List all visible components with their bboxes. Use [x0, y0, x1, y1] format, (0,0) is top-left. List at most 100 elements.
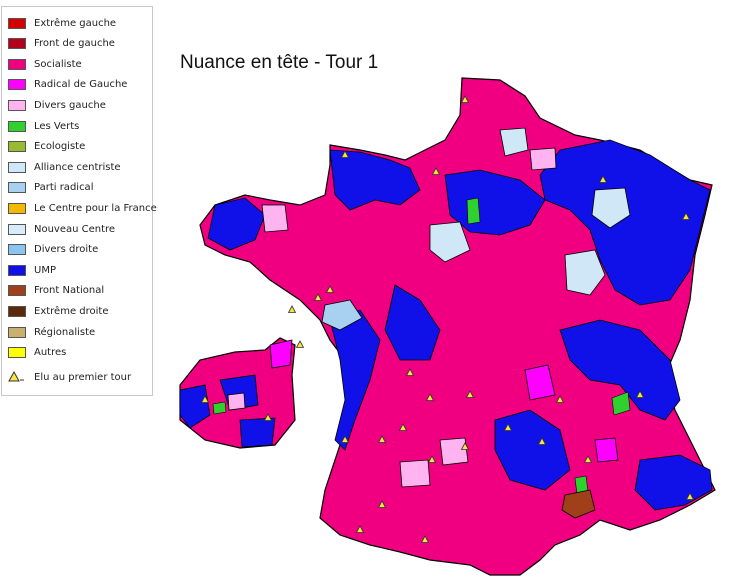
elected-marker-icon [313, 293, 323, 301]
legend-item: Nouveau Centre [8, 221, 115, 237]
region-divers-droite-eure [429, 221, 471, 263]
metropolitan-france [199, 77, 716, 576]
elected-first-round-markers [200, 95, 695, 543]
legend-swatch [8, 182, 26, 194]
region-ump-rhone-alps [559, 319, 681, 421]
region-divers-droite-vendee [321, 299, 363, 331]
legend-item: Ecologiste [8, 139, 85, 155]
elected-marker-icon [325, 285, 335, 293]
legend-item: Alliance centriste [8, 159, 121, 175]
region-divers-gauche-3 [439, 437, 469, 466]
legend-label: Front National [34, 285, 105, 297]
ile-de-france-inset [179, 337, 296, 449]
elected-marker-icon [431, 167, 441, 175]
legend-item: Socialiste [8, 56, 82, 72]
legend-label: Alliance centriste [34, 161, 121, 173]
region-radical-gauche-2 [594, 437, 619, 463]
legend-item: UMP [8, 262, 56, 278]
elected-marker-icon [377, 500, 387, 508]
elected-marker-label: Elu au premier tour [34, 371, 132, 383]
elected-marker-icon [427, 455, 437, 463]
elected-marker-icon [340, 150, 350, 158]
legend-swatch [8, 285, 26, 297]
legend-label: Extrême gauche [34, 17, 117, 29]
elected-marker-icon [200, 395, 210, 403]
elected-marker-icon [583, 455, 593, 463]
legend-swatch [8, 161, 26, 173]
elected-marker-icon [405, 368, 415, 376]
region-radical-gauche-1 [524, 364, 556, 401]
legend-swatch [8, 38, 26, 50]
legend-label: Régionaliste [34, 326, 96, 338]
inset-ump-south [239, 417, 276, 448]
legend-label: Extrême droite [34, 305, 109, 317]
legend-item: Autres [8, 345, 66, 361]
legend-item: Front de gauche [8, 36, 115, 52]
legend-swatch [8, 223, 26, 235]
elected-marker-icon [465, 390, 475, 398]
region-ump-normandy [329, 149, 421, 211]
legend-swatch [8, 99, 26, 111]
region-ump-center [384, 284, 441, 361]
elected-marker-icon [295, 340, 305, 348]
legend-label: Socialiste [34, 58, 82, 70]
legend-label: Divers gauche [34, 99, 106, 111]
elected-marker-icon [263, 413, 273, 421]
legend-label: Radical de Gauche [34, 79, 128, 91]
legend-swatch [8, 347, 26, 359]
legend-item: Extrême droite [8, 303, 108, 319]
elected-marker-icon [355, 525, 365, 533]
legend-item-elected: Elu au premier tour [8, 369, 131, 385]
inset-ump-west [179, 384, 211, 429]
legend-swatch [8, 141, 26, 153]
region-divers-droite-champagne [564, 249, 606, 296]
elected-marker-icon [287, 305, 297, 313]
elected-marker-icon [503, 423, 513, 431]
map-legend: Extrême gauche Front de gauche Socialiste R… [1, 6, 157, 396]
region-divers-gauche-2 [529, 147, 557, 171]
inset-radical-gauche [269, 339, 293, 369]
elected-marker-icon [598, 175, 608, 183]
legend-label: Les Verts [34, 120, 80, 132]
legend-item: Régionaliste [8, 324, 95, 340]
legend-label: UMP [34, 264, 56, 276]
legend-swatch [8, 58, 26, 70]
legend-item: Parti radical [8, 180, 93, 196]
legend-item: Radical de Gauche [8, 77, 127, 93]
region-ump-riviera [634, 454, 713, 511]
region-verts-alps [611, 391, 631, 416]
elected-marker-icon [398, 423, 408, 431]
legend-swatch [8, 244, 26, 256]
legend-swatch [8, 79, 26, 91]
elected-marker-icon [681, 212, 691, 220]
legend-label: Ecologiste [34, 141, 86, 153]
elected-marker-icon [460, 442, 470, 450]
inset-divers-gauche [227, 392, 246, 411]
region-divers-droite-north [499, 127, 529, 157]
elected-marker-icon [377, 435, 387, 443]
region-verts-paris [466, 197, 481, 225]
legend-swatch [8, 264, 26, 276]
legend-label: Nouveau Centre [34, 223, 116, 235]
legend-label: Le Centre pour la France [34, 202, 157, 214]
legend-item: Le Centre pour la France [8, 200, 157, 216]
region-ump-brittany [207, 197, 266, 251]
elected-marker-icon [537, 437, 547, 445]
legend-label: Front de gauche [34, 38, 115, 50]
legend-swatch [8, 202, 26, 214]
region-divers-droite-ardennes [591, 187, 631, 229]
elected-marker-icon [460, 95, 470, 103]
legend-label: Autres [34, 347, 67, 359]
legend-swatch [8, 17, 26, 29]
legend-label: Divers droite [34, 244, 99, 256]
legend-swatch [8, 326, 26, 338]
elected-marker-icon [635, 390, 645, 398]
elected-marker-icon [8, 371, 24, 382]
legend-item: Front National [8, 283, 104, 299]
region-ump-north-east [539, 139, 711, 306]
legend-label: Parti radical [34, 182, 94, 194]
elected-marker-icon [340, 435, 350, 443]
inset-verts [212, 401, 227, 415]
elected-marker-icon [420, 535, 430, 543]
